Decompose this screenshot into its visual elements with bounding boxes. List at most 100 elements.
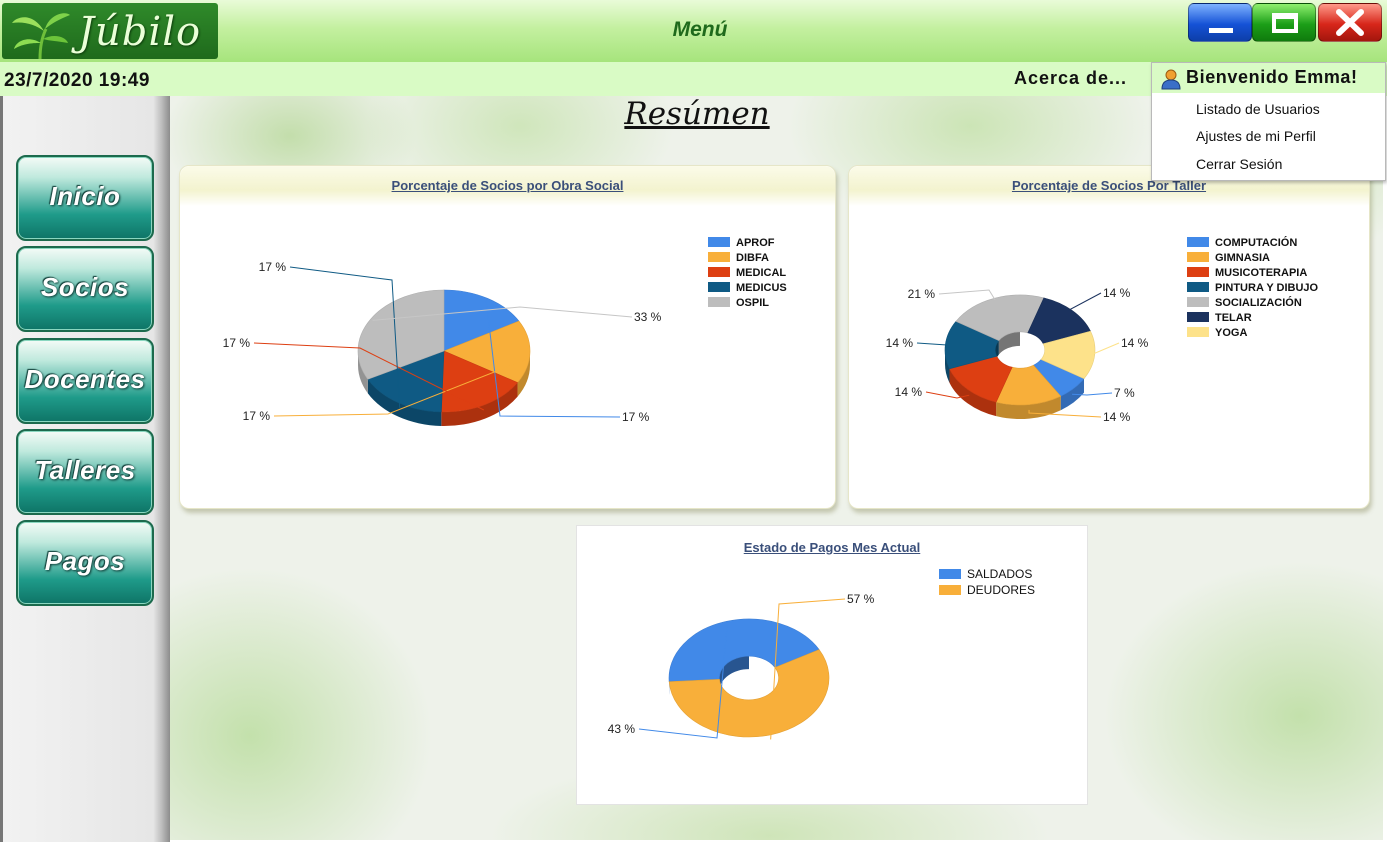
user-greeting: Bienvenido Emma! — [1186, 67, 1358, 87]
pie-slice-telar — [1027, 297, 1091, 345]
chart-title: Porcentaje de Socios Por Taller — [1011, 178, 1207, 193]
pie-slice-medicus — [367, 350, 445, 413]
donut-hole — [995, 332, 1045, 368]
data-label: 14 % — [895, 385, 923, 399]
pie-slice-ospil — [357, 289, 445, 380]
menu-item-logout[interactable]: Cerrar Sesión — [1196, 156, 1283, 172]
legend-swatch — [1187, 267, 1209, 277]
pie-slices — [357, 289, 531, 413]
sidebar-item-inicio[interactable]: Inicio — [16, 155, 154, 241]
menu-item-profile-settings[interactable]: Ajustes de mi Perfil — [1196, 128, 1316, 144]
pagos-donut-chart: 43 % 57 % SALDADOS DEUDORES — [608, 567, 1035, 740]
menu-item-user-list[interactable]: Listado de Usuarios — [1196, 101, 1320, 117]
donut-hole — [719, 656, 778, 700]
legend-label: MEDICAL — [736, 267, 786, 279]
pie-slice-deudores — [668, 649, 830, 738]
legend-label: DIBFA — [736, 252, 769, 264]
data-label: 43 % — [608, 722, 636, 736]
panel-header — [180, 166, 835, 206]
legend-swatch — [1187, 252, 1209, 262]
legend-label: SOCIALIZACIÓN — [1215, 296, 1302, 309]
legend-swatch — [708, 297, 730, 307]
leaf-logo-icon — [12, 13, 70, 60]
obra-social-pie-chart: 17 % 17 % 17 % 17 % 33 % APROF DIBFA MEDICAL MED… — [223, 237, 787, 426]
legend-label: MEDICUS — [736, 282, 787, 294]
pie-slice-aprof — [443, 289, 520, 352]
slice-wall — [945, 350, 950, 383]
chart-title: Estado de Pagos Mes Actual — [743, 540, 921, 555]
sidebar-item-docentes[interactable]: Docentes — [16, 338, 154, 424]
label-leader — [273, 358, 528, 417]
pie-depth — [945, 331, 1085, 419]
data-label: 14 % — [1103, 410, 1131, 424]
data-label: 14 % — [1121, 336, 1149, 350]
title-bar: Júbilo Menú — [0, 0, 1387, 62]
slice-wall — [367, 379, 442, 426]
legend-label: TELAR — [1215, 312, 1252, 324]
label-leader — [938, 289, 996, 301]
legend-swatch — [708, 267, 730, 277]
label-leader — [485, 299, 621, 418]
legend-swatch — [708, 282, 730, 292]
data-label: 21 % — [908, 287, 936, 301]
legend-label: DEUDORES — [967, 583, 1035, 597]
data-label: 14 % — [1103, 286, 1131, 300]
maximize-icon — [1272, 13, 1298, 33]
legend-label: SALDADOS — [967, 567, 1032, 581]
minimize-button[interactable] — [1188, 3, 1252, 42]
data-label: 17 % — [243, 409, 271, 423]
main-content: Resúmen Porcentaje de Socios por Obra So… — [170, 96, 1383, 840]
obra-social-chart-panel: Porcentaje de Socios por Obra Social 17 … — [179, 165, 836, 509]
data-label: 17 % — [622, 410, 650, 424]
logo-text: Júbilo — [78, 9, 202, 55]
page-title: Resúmen — [624, 96, 770, 132]
sidebar-item-talleres[interactable]: Talleres — [16, 429, 154, 515]
pie-slice-gimnasia — [995, 364, 1062, 406]
taller-donut-chart: 7 % 14 % 14 % 14 % 21 % 14 % 14 % COMPUTACIÓN GI… — [886, 236, 1319, 424]
about-link[interactable]: Acerca de... — [1014, 68, 1128, 88]
data-label: 33 % — [634, 310, 662, 324]
label-leader — [372, 306, 633, 321]
legend-swatch — [1187, 327, 1209, 337]
slice-wall — [441, 382, 518, 426]
current-datetime: 23/7/2020 19:49 — [4, 70, 150, 91]
taller-chart-panel: Porcentaje de Socios Por Taller 7 % 14 % 1… — [848, 165, 1370, 509]
legend-label: OSPIL — [736, 297, 769, 309]
close-icon — [1336, 9, 1364, 36]
legend-label: COMPUTACIÓN — [1215, 236, 1297, 249]
label-leader — [1028, 409, 1102, 418]
label-leader — [925, 391, 970, 399]
user-menu: Bienvenido Emma! Listado de Usuarios Aju… — [1151, 62, 1386, 181]
data-label: 57 % — [847, 592, 875, 606]
chart-title: Porcentaje de Socios por Obra Social — [391, 178, 624, 193]
label-leader — [1068, 292, 1102, 313]
sidebar-item-socios[interactable]: Socios — [16, 246, 154, 332]
legend-swatch — [1187, 282, 1209, 292]
maximize-button[interactable] — [1252, 3, 1316, 42]
sidebar-item-pagos[interactable]: Pagos — [16, 520, 154, 606]
slice-wall — [949, 368, 997, 417]
hole-wall — [719, 656, 749, 691]
legend-label: YOGA — [1215, 327, 1247, 339]
pie-slice-yoga — [1040, 330, 1096, 380]
legend-label: PINTURA Y DIBUJO — [1215, 282, 1319, 294]
label-leader — [1072, 392, 1113, 396]
pie-slice-saldados — [668, 618, 820, 683]
legend-swatch — [1187, 237, 1209, 247]
data-labels: 7 % 14 % 14 % 14 % 21 % 14 % 14 % — [886, 286, 1149, 424]
slice-wall — [358, 351, 368, 394]
pie-slices — [944, 294, 1096, 406]
window-title: Menú — [672, 18, 728, 41]
legend-label: MUSICOTERAPIA — [1215, 267, 1307, 279]
minimize-icon — [1209, 28, 1233, 33]
label-leader — [770, 598, 846, 740]
data-labels: 43 % 57 % — [608, 592, 875, 740]
pie-slices — [668, 618, 830, 738]
legend-swatch — [708, 252, 730, 262]
chart-legend: SALDADOS DEUDORES — [939, 567, 1035, 597]
label-leader — [638, 622, 728, 739]
close-button[interactable] — [1318, 3, 1382, 42]
user-menu-header[interactable]: Bienvenido Emma! — [1152, 63, 1385, 93]
data-label: 17 % — [223, 336, 251, 350]
